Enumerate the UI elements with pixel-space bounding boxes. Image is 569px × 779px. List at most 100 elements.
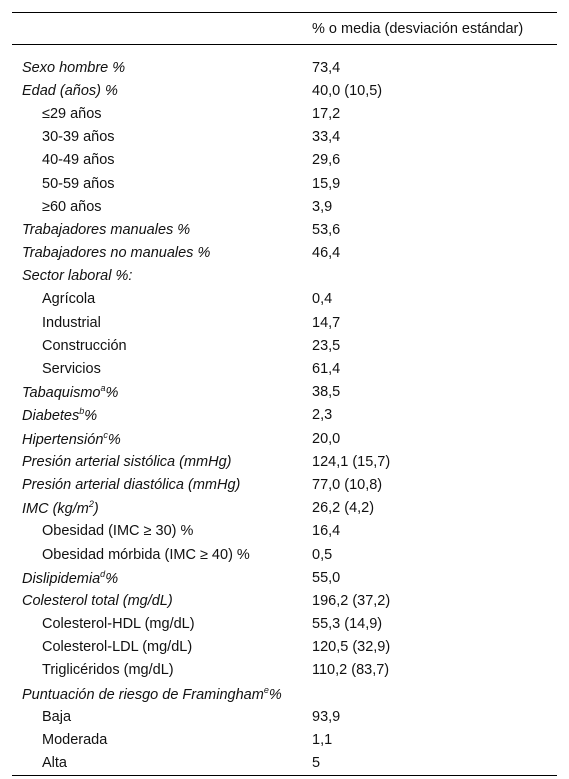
row-label: Obesidad mórbida (IMC ≥ 40) % xyxy=(42,547,250,563)
label-text: ≥60 años xyxy=(42,198,102,215)
table-row: Diabetesb% 2,3 xyxy=(12,404,557,427)
label-text: Colesterol-LDL (mg/dL) xyxy=(42,639,193,656)
table-row: ≥60 años 3,9 xyxy=(12,195,557,218)
label-text: Tabaquismo xyxy=(22,385,101,402)
row-label: Dislipidemiad% xyxy=(22,569,118,587)
label-text: Industrial xyxy=(42,314,101,331)
table-row: Presión arterial sistólica (mmHg) 124,1 (… xyxy=(12,450,557,473)
label-text: Alta xyxy=(42,755,67,772)
row-value: 110,2 (83,7) xyxy=(312,662,390,679)
label-text: IMC (kg/m xyxy=(22,501,89,518)
row-label: Industrial xyxy=(42,315,101,331)
table-row: Colesterol-LDL (mg/dL) 120,5 (32,9) xyxy=(12,636,557,659)
label-text: Obesidad mórbida (IMC ≥ 40) % xyxy=(42,546,250,563)
table-row: Edad (años) % 40,0 (10,5) xyxy=(12,79,557,102)
row-label: Colesterol total (mg/dL) xyxy=(22,593,173,609)
label-text: Agrícola xyxy=(42,291,96,308)
header-cell: % o media (desviación estándar) xyxy=(312,20,524,37)
row-label: Presión arterial diastólica (mmHg) xyxy=(22,477,240,493)
table-row: Sector laboral %: xyxy=(12,265,557,288)
label-text: Construcción xyxy=(42,337,127,354)
label-suffix: % xyxy=(84,408,98,425)
header-row: % o media (desviación estándar) xyxy=(12,13,557,45)
row-label: Construcción xyxy=(42,338,127,354)
row-value: 1,1 xyxy=(312,732,333,749)
table-row: 30-39 años 33,4 xyxy=(12,126,557,149)
footnote-mark: e xyxy=(263,684,269,695)
table-row: Puntuación de riesgo de Framinghame% xyxy=(12,682,557,705)
row-label: Presión arterial sistólica (mmHg) xyxy=(22,454,232,470)
row-label: Triglicéridos (mg/dL) xyxy=(42,662,174,678)
label-text: ≤29 años xyxy=(42,105,102,122)
row-label: Trabajadores no manuales % xyxy=(22,245,210,261)
label-text: Hipertensión xyxy=(22,431,104,448)
row-value: 23,5 xyxy=(312,337,341,354)
label-text: Dislipidemia xyxy=(22,570,101,587)
row-label: Alta xyxy=(42,755,67,771)
row-label: Colesterol-HDL (mg/dL) xyxy=(42,616,195,632)
row-value: 2,3 xyxy=(312,407,333,424)
label-text: 50-59 años xyxy=(42,175,115,192)
table-row: Colesterol total (mg/dL) 196,2 (37,2) xyxy=(12,589,557,612)
table-row: Construcción 23,5 xyxy=(12,334,557,357)
label-text: Servicios xyxy=(42,361,101,378)
row-value: 26,2 (4,2) xyxy=(312,500,375,517)
label-suffix: % xyxy=(268,686,282,703)
row-label: 50-59 años xyxy=(42,176,115,192)
label-text: Colesterol total (mg/dL) xyxy=(22,592,173,609)
row-value: 46,4 xyxy=(312,245,341,262)
footnote-mark: c xyxy=(103,429,108,440)
row-label: ≥60 años xyxy=(42,199,102,215)
row-label: Diabetesb% xyxy=(22,406,97,424)
table-row: Alta 5 xyxy=(12,752,557,775)
row-label: Trabajadores manuales % xyxy=(22,222,190,238)
row-value: 61,4 xyxy=(312,361,341,378)
table: % o media (desviación estándar) Sexo hom… xyxy=(12,12,557,776)
row-label: 40-49 años xyxy=(42,152,115,168)
table-row: Hipertensiónc% 20,0 xyxy=(12,427,557,450)
label-text: Trabajadores no manuales % xyxy=(22,245,211,262)
table-row: Presión arterial diastólica (mmHg) 77,0 (… xyxy=(12,473,557,496)
table-row: 50-59 años 15,9 xyxy=(12,172,557,195)
row-value: 38,5 xyxy=(312,384,341,401)
table-row: Obesidad (IMC ≥ 30) % 16,4 xyxy=(12,520,557,543)
label-text: 30-39 años xyxy=(42,129,115,146)
row-label: Sector laboral %: xyxy=(22,268,132,284)
row-label: ≤29 años xyxy=(42,106,102,122)
footnote-mark: d xyxy=(100,568,106,579)
row-value: 0,5 xyxy=(312,546,333,563)
table-row: Trabajadores no manuales % 46,4 xyxy=(12,242,557,265)
row-label: Tabaquismoa% xyxy=(22,383,118,401)
table-row: Moderada 1,1 xyxy=(12,728,557,751)
row-value: 40,0 (10,5) xyxy=(312,82,383,99)
label-text: Colesterol-HDL (mg/dL) xyxy=(42,616,195,633)
table-row: Agrícola 0,4 xyxy=(12,288,557,311)
row-label: Edad (años) % xyxy=(22,83,118,99)
table-row: Sexo hombre % 73,4 xyxy=(12,56,557,79)
row-label: Baja xyxy=(42,709,71,725)
table-row: Colesterol-HDL (mg/dL) 55,3 (14,9) xyxy=(12,613,557,636)
row-value: 15,9 xyxy=(312,175,341,192)
footnote-mark: b xyxy=(79,406,85,417)
row-value: 17,2 xyxy=(312,105,341,122)
row-label: Servicios xyxy=(42,361,101,377)
row-value: 20,0 xyxy=(312,430,341,447)
table-row: Servicios 61,4 xyxy=(12,357,557,380)
label-text: Sexo hombre % xyxy=(22,59,126,76)
table-row: ≤29 años 17,2 xyxy=(12,102,557,125)
row-value: 55,0 xyxy=(312,569,341,586)
table-row: Industrial 14,7 xyxy=(12,311,557,334)
row-label: Obesidad (IMC ≥ 30) % xyxy=(42,523,193,539)
label-text: Edad (años) % xyxy=(22,82,118,99)
label-suffix: ) xyxy=(93,501,99,518)
row-label: Moderada xyxy=(42,732,107,748)
label-text: Baja xyxy=(42,708,72,725)
label-text: Trabajadores manuales % xyxy=(22,221,191,238)
row-label: Sexo hombre % xyxy=(22,60,125,76)
row-value: 124,1 (15,7) xyxy=(312,453,391,470)
row-value: 73,4 xyxy=(312,59,341,76)
table-row: Triglicéridos (mg/dL) 110,2 (83,7) xyxy=(12,659,557,682)
footnote-mark: 2 xyxy=(88,499,94,510)
row-label: IMC (kg/m2) xyxy=(22,499,99,517)
